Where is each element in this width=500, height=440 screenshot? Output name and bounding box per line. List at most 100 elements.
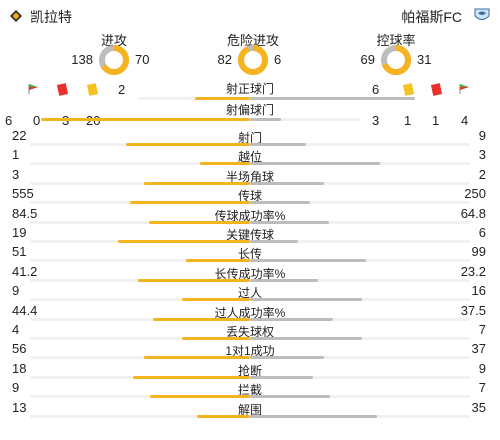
stat-label: 半场角球 — [225, 169, 274, 184]
stat-away-value: 9 — [478, 128, 486, 143]
stat-away-value: 99 — [471, 244, 486, 260]
shots-off-away-value: 3 — [372, 113, 380, 128]
donut-ring — [238, 45, 268, 75]
stat-label: 越位 — [237, 150, 262, 165]
stat-away-value: 23.2 — [460, 263, 486, 279]
shots-off-label: 射偏球门 — [225, 103, 274, 117]
stat-home-value: 9 — [12, 283, 20, 299]
stat-away-bar — [250, 201, 310, 205]
stat-label: 解围 — [237, 402, 262, 417]
stat-home-bar — [144, 181, 250, 185]
shots-on-label: 射正球门 — [225, 82, 274, 96]
stat-home-value: 3 — [12, 166, 20, 182]
stat-row: 44.4 过人成功率% 37.5 — [0, 303, 500, 321]
shots-on-away-value: 6 — [372, 82, 380, 97]
donut-ring — [99, 45, 129, 75]
red-card-icon — [56, 83, 69, 96]
stat-home-value: 13 — [12, 399, 27, 415]
stat-away-value: 37 — [471, 341, 486, 357]
stat-home-value: 1 — [12, 147, 20, 163]
stat-away-value: 64.8 — [460, 205, 486, 221]
stat-row: 4 丢失球权 7 — [0, 322, 500, 340]
stat-home-bar — [126, 143, 250, 146]
stat-away-bar — [250, 240, 299, 243]
stat-label: 传球 — [237, 189, 262, 204]
shots-on-target-row: 2 射正球门 6 — [0, 80, 500, 100]
stat-home-value: 22 — [12, 128, 27, 143]
home-team-name[interactable]: 凯拉特 — [30, 9, 72, 25]
away-yellow-count: 1 — [404, 113, 412, 128]
stat-home-bar — [181, 337, 250, 340]
stat-home-bar — [200, 162, 250, 166]
donut-home-arc — [99, 45, 129, 75]
stat-label: 传球成功率% — [214, 208, 286, 223]
home-red-count: 0 — [33, 113, 41, 128]
stat-home-bar — [133, 375, 250, 379]
stat-home-value: 41.2 — [12, 263, 38, 279]
home-corner-count: 6 — [5, 113, 13, 128]
stat-away-bar — [250, 375, 314, 379]
stat-away-value: 2 — [478, 166, 486, 182]
stat-label: 过人成功率% — [214, 305, 286, 320]
stat-label: 过人 — [237, 286, 262, 301]
donut-dangerous-attack: 危险进攻 82 6 — [193, 30, 313, 75]
stat-away-bar — [250, 162, 380, 166]
donut-home-arc — [381, 45, 411, 75]
stat-home-bar — [153, 317, 250, 321]
stat-away-bar — [250, 181, 324, 185]
stat-home-value: 51 — [12, 244, 27, 260]
stat-home-value: 44.4 — [12, 302, 38, 318]
away-red-count: 1 — [432, 113, 440, 128]
shots-on-home-bar — [195, 97, 250, 100]
yellow-card-icon — [402, 83, 415, 96]
stat-home-value: 18 — [12, 360, 27, 376]
yellow-card-icon — [86, 83, 99, 96]
away-team-logo-icon — [474, 8, 490, 20]
stat-label: 拦截 — [237, 383, 262, 398]
stat-away-value: 6 — [478, 225, 486, 240]
away-team-name[interactable]: 帕福斯FC — [401, 9, 462, 25]
stat-away-bar — [250, 414, 377, 418]
corner-flag-icon — [459, 84, 469, 94]
stat-away-value: 250 — [464, 186, 486, 202]
stat-label: 长传成功率% — [214, 266, 286, 281]
stat-away-bar — [250, 143, 307, 146]
stat-away-value: 16 — [471, 283, 486, 299]
stat-row: 9 拦截 7 — [0, 380, 500, 399]
stat-home-value: 4 — [12, 322, 20, 337]
stat-label: 丢失球权 — [225, 325, 274, 339]
stat-row: 9 过人 16 — [0, 283, 500, 302]
stat-label: 抢断 — [237, 363, 262, 378]
donut-possession: 控球率 69 31 — [336, 30, 456, 75]
stat-away-value: 3 — [478, 147, 486, 163]
donut-title: 危险进攻 — [226, 33, 279, 48]
away-corner-count: 4 — [461, 113, 469, 128]
stat-away-value: 7 — [478, 322, 486, 337]
stat-label: 关键传球 — [225, 228, 274, 242]
stat-away-bar — [250, 278, 318, 282]
stat-row: 555 传球 250 — [0, 186, 500, 205]
shots-off-home-bar — [41, 118, 250, 121]
stat-row: 13 解围 35 — [0, 400, 500, 418]
stat-away-bar — [250, 259, 366, 263]
donut-away-value: 31 — [417, 52, 432, 67]
stat-home-bar — [129, 201, 250, 205]
stat-row: 22 射门 9 — [0, 128, 500, 146]
donut-home-value: 69 — [360, 52, 375, 67]
stat-row: 18 抢断 9 — [0, 361, 500, 379]
stat-row: 41.2 长传成功率% 23.2 — [0, 264, 500, 282]
stat-away-value: 35 — [471, 399, 486, 415]
stat-row: 3 半场角球 2 — [0, 167, 500, 185]
stat-home-bar — [149, 220, 250, 224]
stat-away-bar — [250, 395, 330, 399]
stat-away-bar — [250, 317, 334, 321]
stat-home-bar — [196, 414, 250, 418]
stat-away-value: 37.5 — [460, 302, 486, 318]
team-header: 凯拉特 帕福斯FC — [0, 0, 500, 30]
donut-home-arc — [238, 45, 268, 75]
donut-ring — [381, 45, 411, 75]
stat-home-value: 555 — [12, 186, 34, 202]
stat-row: 1 越位 3 — [0, 147, 500, 166]
stat-home-bar — [137, 278, 250, 282]
shots-on-away-bar — [250, 97, 415, 100]
